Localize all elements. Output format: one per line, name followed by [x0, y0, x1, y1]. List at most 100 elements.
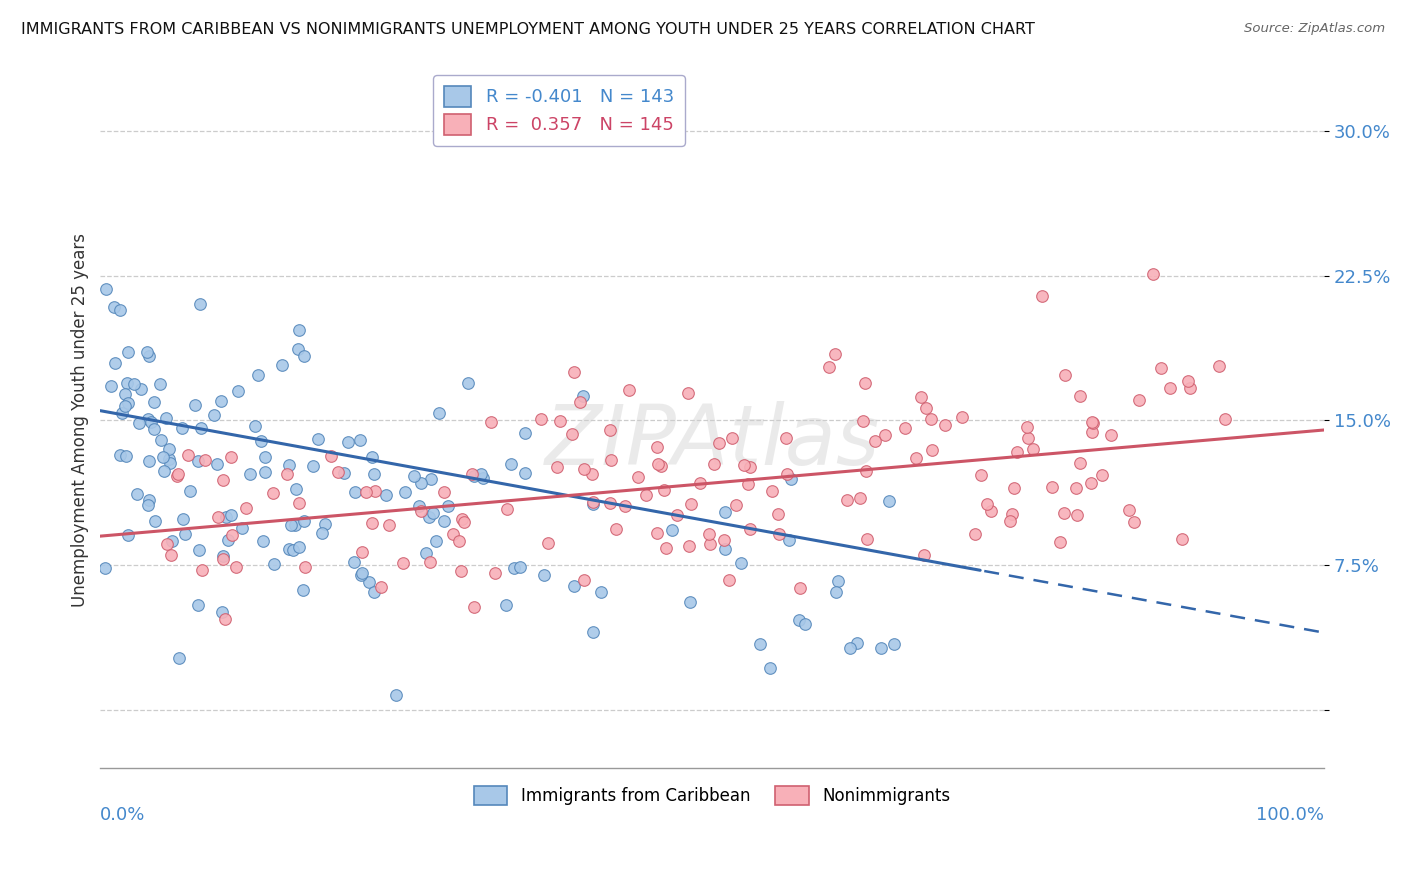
- Point: [225, 559, 247, 574]
- Point: [271, 358, 294, 372]
- Point: [652, 483, 675, 497]
- Point: [94, 282, 117, 296]
- Point: [291, 582, 314, 597]
- Point: [194, 452, 217, 467]
- Point: [1049, 535, 1071, 549]
- Point: [818, 360, 841, 375]
- Point: [277, 541, 299, 556]
- Point: [839, 641, 862, 656]
- Point: [262, 485, 284, 500]
- Point: [441, 526, 464, 541]
- Point: [835, 492, 858, 507]
- Point: [205, 457, 228, 471]
- Point: [422, 507, 444, 521]
- Point: [449, 533, 471, 548]
- Point: [748, 636, 770, 650]
- Point: [450, 564, 472, 578]
- Point: [253, 450, 276, 464]
- Point: [114, 386, 136, 401]
- Point: [122, 377, 145, 392]
- Point: [582, 625, 605, 640]
- Point: [117, 345, 139, 359]
- Point: [173, 527, 195, 541]
- Point: [665, 508, 688, 523]
- Point: [1081, 416, 1104, 430]
- Point: [950, 410, 973, 425]
- Point: [920, 411, 942, 425]
- Point: [228, 384, 250, 398]
- Point: [776, 467, 799, 482]
- Point: [1142, 268, 1164, 282]
- Point: [221, 528, 243, 542]
- Point: [155, 411, 177, 425]
- Point: [536, 536, 558, 550]
- Point: [284, 482, 307, 496]
- Point: [254, 465, 277, 479]
- Point: [824, 585, 846, 599]
- Point: [600, 452, 623, 467]
- Point: [533, 567, 555, 582]
- Point: [354, 484, 377, 499]
- Point: [724, 499, 747, 513]
- Point: [433, 515, 456, 529]
- Point: [131, 382, 153, 396]
- Point: [125, 487, 148, 501]
- Point: [661, 523, 683, 537]
- Point: [276, 467, 298, 481]
- Point: [152, 450, 174, 464]
- Point: [513, 426, 536, 441]
- Point: [495, 599, 517, 613]
- Point: [108, 303, 131, 318]
- Point: [707, 435, 730, 450]
- Point: [912, 548, 935, 562]
- Point: [188, 297, 211, 311]
- Point: [281, 542, 304, 557]
- Point: [167, 467, 190, 482]
- Point: [294, 560, 316, 574]
- Point: [187, 454, 209, 468]
- Point: [1031, 289, 1053, 303]
- Point: [191, 563, 214, 577]
- Point: [569, 395, 592, 409]
- Point: [824, 347, 846, 361]
- Point: [1053, 368, 1076, 382]
- Point: [863, 434, 886, 449]
- Point: [1208, 359, 1230, 373]
- Point: [159, 456, 181, 470]
- Point: [1080, 425, 1102, 440]
- Point: [740, 521, 762, 535]
- Text: Source: ZipAtlas.com: Source: ZipAtlas.com: [1244, 22, 1385, 36]
- Text: ZIPAtlas: ZIPAtlas: [544, 401, 880, 482]
- Point: [451, 512, 474, 526]
- Point: [1040, 480, 1063, 494]
- Point: [713, 533, 735, 547]
- Point: [364, 483, 387, 498]
- Point: [391, 556, 413, 570]
- Point: [856, 532, 879, 546]
- Point: [548, 414, 571, 428]
- Point: [363, 584, 385, 599]
- Point: [138, 453, 160, 467]
- Point: [599, 423, 621, 437]
- Point: [375, 488, 398, 502]
- Point: [730, 556, 752, 570]
- Point: [239, 467, 262, 481]
- Point: [115, 449, 138, 463]
- Point: [778, 533, 800, 547]
- Point: [721, 431, 744, 445]
- Point: [1064, 482, 1087, 496]
- Point: [969, 467, 991, 482]
- Point: [394, 484, 416, 499]
- Point: [117, 376, 139, 390]
- Point: [582, 495, 605, 509]
- Point: [934, 417, 956, 432]
- Point: [655, 541, 678, 555]
- Point: [1001, 507, 1024, 521]
- Point: [976, 498, 998, 512]
- Point: [350, 566, 373, 580]
- Point: [1066, 508, 1088, 522]
- Point: [437, 499, 460, 513]
- Point: [457, 376, 479, 391]
- Point: [582, 497, 605, 511]
- Point: [187, 542, 209, 557]
